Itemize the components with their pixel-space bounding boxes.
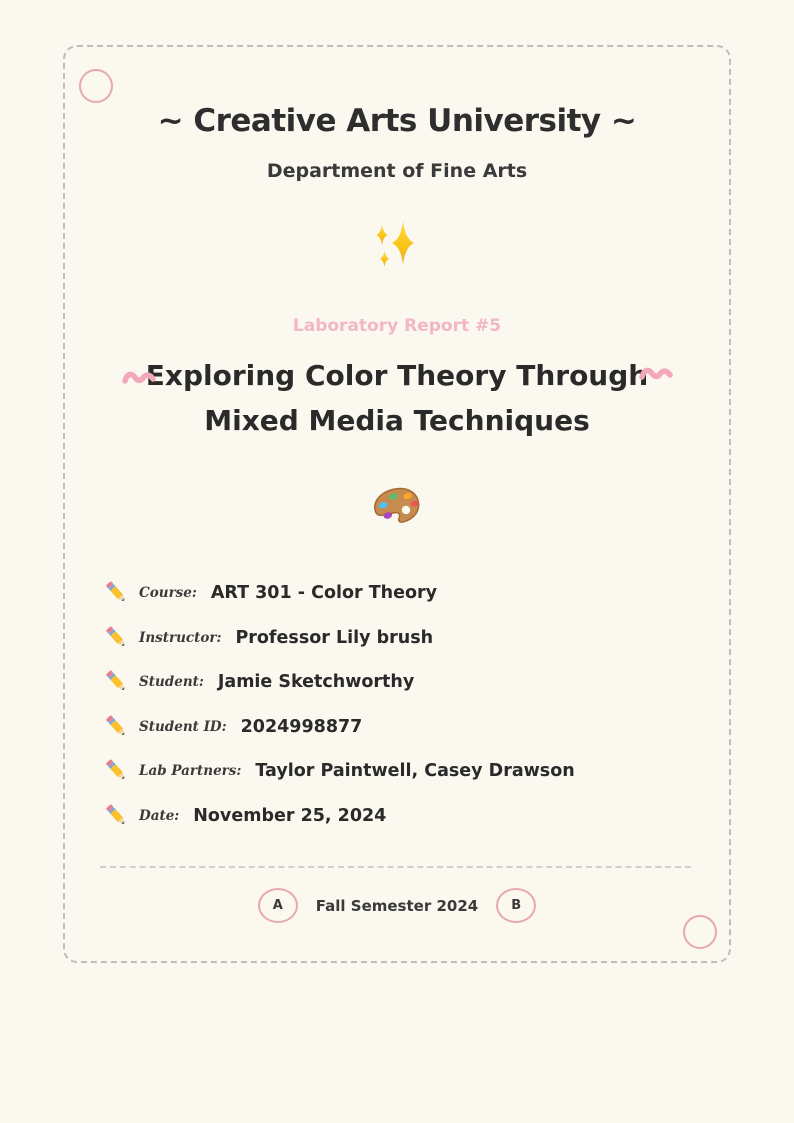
field-row-course: Course: ART 301 - Color Theory	[105, 571, 575, 616]
pencil-icon	[106, 715, 125, 735]
field-row-date: Date: November 25, 2024	[105, 794, 575, 839]
field-row-student: Student: Jamie Sketchworthy	[105, 660, 575, 705]
field-value: Taylor Paintwell, Casey Drawson	[255, 761, 575, 782]
report-number-label: Laboratory Report #5	[292, 316, 502, 336]
field-label: Student ID:	[139, 718, 227, 735]
pencil-icon	[106, 581, 125, 602]
decorative-circle-top-left	[79, 69, 113, 103]
sparkles-icon	[0, 216, 794, 274]
field-row-lab-partners: Lab Partners: Taylor Paintwell, Casey Dr…	[105, 749, 575, 794]
field-label: Course:	[139, 585, 197, 602]
pencil-icon	[106, 626, 125, 646]
pencil-icon	[106, 670, 125, 691]
field-row-instructor: Instructor: Professor Lily brush	[105, 616, 575, 661]
decorative-circle-bottom-right	[683, 915, 717, 949]
pencil-icon	[106, 759, 125, 780]
artist-palette-icon	[0, 483, 794, 535]
report-title: Exploring Color Theory Through Mixed Med…	[0, 353, 794, 443]
field-value: ART 301 - Color Theory	[210, 583, 438, 604]
dashed-divider	[100, 866, 691, 868]
field-row-student-id: Student ID: 2024998877	[105, 705, 575, 750]
semester-label: Fall Semester 2024	[315, 896, 479, 915]
field-label: Lab Partners:	[139, 763, 242, 780]
badge-a: A	[257, 888, 298, 923]
field-label: Instructor:	[139, 629, 222, 646]
field-value: November 25, 2024	[193, 805, 387, 826]
field-label: Date:	[139, 807, 180, 824]
dashed-page-border	[63, 45, 731, 963]
pencil-icon	[106, 804, 125, 824]
report-title-line2: Mixed Media Techniques	[204, 404, 590, 437]
badge-b: B	[496, 888, 537, 923]
report-info-fields: Course: ART 301 - Color Theory Instructo…	[105, 571, 575, 838]
field-value: Professor Lily brush	[235, 627, 434, 648]
report-title-line1: Exploring Color Theory Through	[145, 359, 649, 392]
pink-squiggle-left-icon	[122, 371, 156, 384]
department-subtitle: Department of Fine Arts	[266, 160, 528, 182]
university-title: ~ Creative Arts University ~	[157, 103, 637, 139]
footer: A Fall Semester 2024 B	[0, 888, 794, 923]
field-value: 2024998877	[240, 716, 363, 737]
field-value: Jamie Sketchworthy	[217, 672, 415, 693]
field-label: Student:	[139, 674, 204, 691]
pink-squiggle-right-icon	[639, 367, 673, 380]
